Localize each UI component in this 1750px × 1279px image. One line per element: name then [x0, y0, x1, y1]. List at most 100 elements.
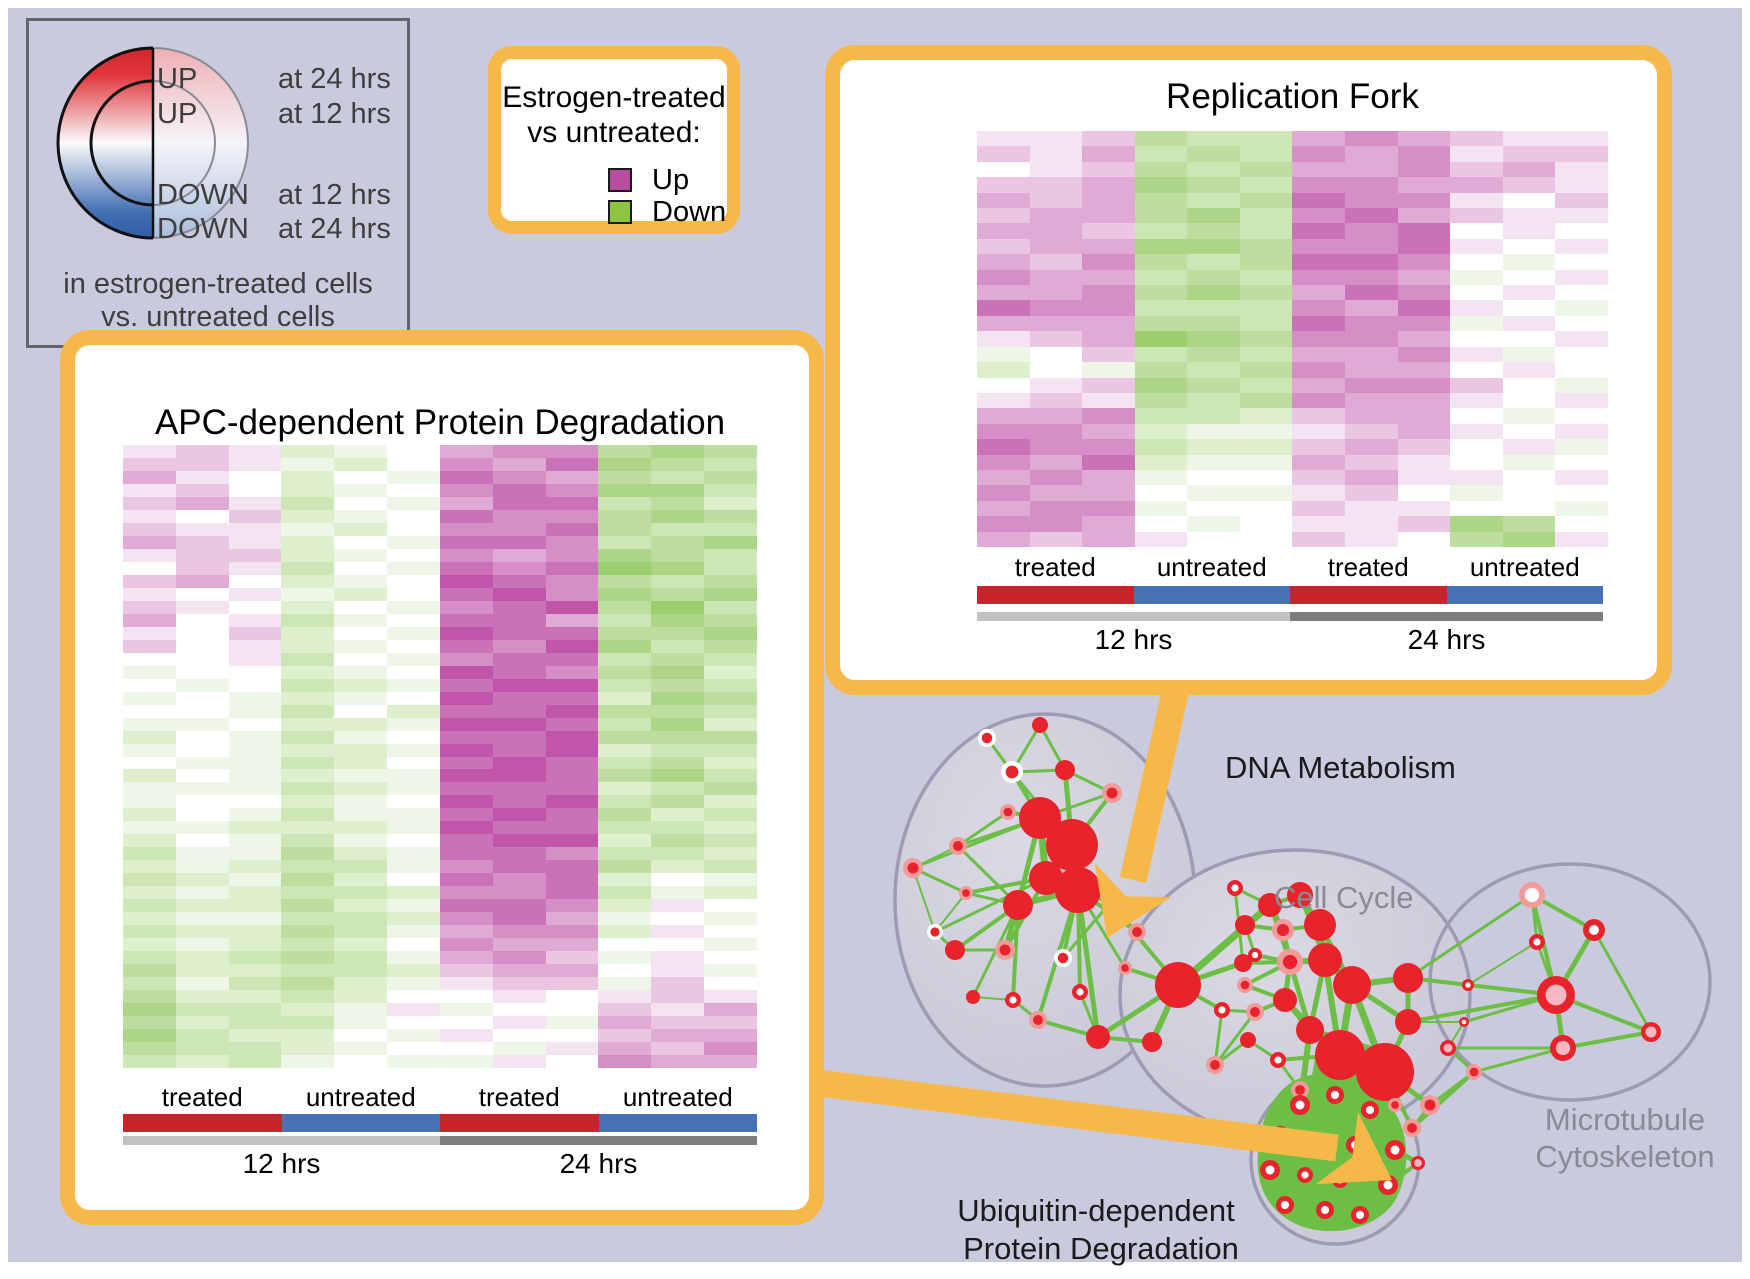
condition-label-rf-3: untreated	[1469, 552, 1580, 582]
ring-legend-time-3: at 12 hrs	[278, 179, 391, 211]
down-label: Down	[652, 196, 727, 228]
network-node-ring	[1365, 1105, 1375, 1115]
cluster-label-3: Cytoskeleton	[1535, 1139, 1714, 1174]
time-label-apc-0: 12 hrs	[242, 1148, 321, 1179]
condition-label-rf-2: treated	[1327, 552, 1409, 582]
network-node-solid	[1019, 797, 1061, 839]
network-edge	[1061, 901, 1112, 960]
network-node-solid	[1235, 915, 1255, 935]
network-node-pink	[1424, 1099, 1436, 1111]
network-node-solid	[1142, 1032, 1162, 1052]
network-node-ring	[1231, 884, 1239, 892]
condition-label-rf-0: treated	[1014, 552, 1096, 582]
network-node-bigpink	[1555, 1040, 1571, 1056]
apc-heatmap	[123, 445, 757, 1068]
network-node-solid	[1304, 909, 1336, 941]
network-node-ring	[1320, 1205, 1330, 1215]
network-node-solid	[966, 990, 980, 1004]
network-node-solid	[1296, 1016, 1324, 1044]
network-edge	[1592, 928, 1653, 1034]
network-node-bigpink	[1545, 984, 1567, 1006]
network-node-ring	[1533, 938, 1541, 946]
condition-label-apc-2: treated	[478, 1082, 560, 1112]
untreated-bar	[1446, 586, 1603, 604]
cluster-label-4: Ubiquitin-dependent	[957, 1193, 1235, 1228]
network-node-pink	[1276, 923, 1290, 937]
network-edge	[911, 816, 1042, 870]
treated-bar	[977, 586, 1134, 604]
network-node-ring	[1465, 982, 1471, 988]
network-node-pink	[1391, 1101, 1399, 1109]
network-node-solid	[1240, 1032, 1256, 1048]
network-node-ring	[1330, 1090, 1340, 1100]
ring-legend-box: UP at 24 hrs UP at 12 hrs DOWN at 12 hrs…	[26, 18, 410, 348]
network-node-solid	[1155, 962, 1201, 1008]
network-node-ring	[1383, 1180, 1393, 1190]
network-edge	[912, 867, 936, 933]
network-node-pink	[1469, 1067, 1479, 1077]
network-node-pinkring	[1524, 887, 1540, 903]
network-node-ring	[1009, 996, 1017, 1004]
network-edge	[934, 892, 967, 933]
network-node-solid	[1055, 867, 1101, 913]
down-color-swatch	[608, 200, 632, 224]
condition-label-rf-1: untreated	[1156, 552, 1267, 582]
rf-heatmap	[977, 131, 1608, 547]
network-node-pink	[953, 841, 963, 851]
network-nodes	[903, 717, 1661, 1224]
ring-legend-time-1: at 24 hrs	[278, 63, 391, 95]
network-node-bigpink	[1443, 1043, 1453, 1053]
network-node-ring	[1076, 988, 1084, 996]
ring-legend-word-1: UP	[157, 63, 198, 95]
network-node-pink	[1121, 964, 1129, 972]
network-node-ring	[1251, 951, 1259, 959]
network-node-solid	[1029, 861, 1063, 895]
network-node-ring	[1280, 1200, 1290, 1210]
untreated-bar	[1133, 586, 1290, 604]
ring-legend-word-2: UP	[157, 98, 198, 130]
condition-label-apc-0: treated	[161, 1082, 243, 1112]
network-node-solid	[1003, 890, 1033, 920]
treated-bar	[440, 1114, 599, 1132]
network-edge	[1075, 887, 1101, 1040]
network-node-halo	[1005, 765, 1019, 779]
network-node-solid	[945, 940, 965, 960]
12hrs-bar	[977, 612, 1290, 621]
network-node-pink	[1250, 1007, 1260, 1017]
cluster-label-1: Cell Cycle	[1274, 880, 1414, 915]
network-edge	[1561, 1030, 1653, 1050]
network-node-pink	[1282, 954, 1298, 970]
time-label-rf-0: 12 hrs	[1094, 624, 1173, 655]
network-edge	[1213, 1010, 1257, 1067]
network-node-solid	[1234, 954, 1252, 972]
apc-title: APC-dependent Protein Degradation	[154, 403, 726, 442]
network-node-bigpink	[1414, 1159, 1422, 1167]
network-node-ring	[1218, 1006, 1226, 1014]
untreated-bar	[281, 1114, 440, 1132]
network-node-solid	[1055, 760, 1075, 780]
network-node-halo	[930, 927, 940, 937]
network-edge	[1467, 941, 1538, 986]
network-node-pink	[1210, 1060, 1220, 1070]
network-node-solid	[1356, 1043, 1414, 1101]
flow-arrow-replication-fork-to-dna	[1094, 659, 1196, 938]
network-node-pink	[1033, 1015, 1043, 1025]
comparison-legend-title-2: vs untreated:	[527, 116, 701, 149]
cluster-label-2: Microtubule	[1545, 1102, 1705, 1137]
time-label-apc-1: 24 hrs	[559, 1148, 638, 1179]
network-node-pink	[1132, 927, 1142, 937]
replication-fork-title: Replication Fork	[1166, 77, 1419, 116]
network-node-ring	[1461, 1019, 1467, 1025]
ring-legend-word-4: DOWN	[157, 213, 249, 245]
network-edge	[1410, 1070, 1476, 1130]
network-node-ring	[1390, 1145, 1400, 1155]
network-node-ring	[1274, 1056, 1282, 1064]
network-node-solid	[1287, 882, 1313, 908]
network-edge	[1213, 1008, 1224, 1067]
ring-legend-time-2: at 12 hrs	[278, 98, 391, 130]
ring-legend-footer-1: in estrogen-treated cells	[63, 268, 373, 300]
network-node-ring	[1355, 1210, 1365, 1220]
network-node-pink	[907, 862, 919, 874]
up-color-swatch	[608, 168, 632, 192]
